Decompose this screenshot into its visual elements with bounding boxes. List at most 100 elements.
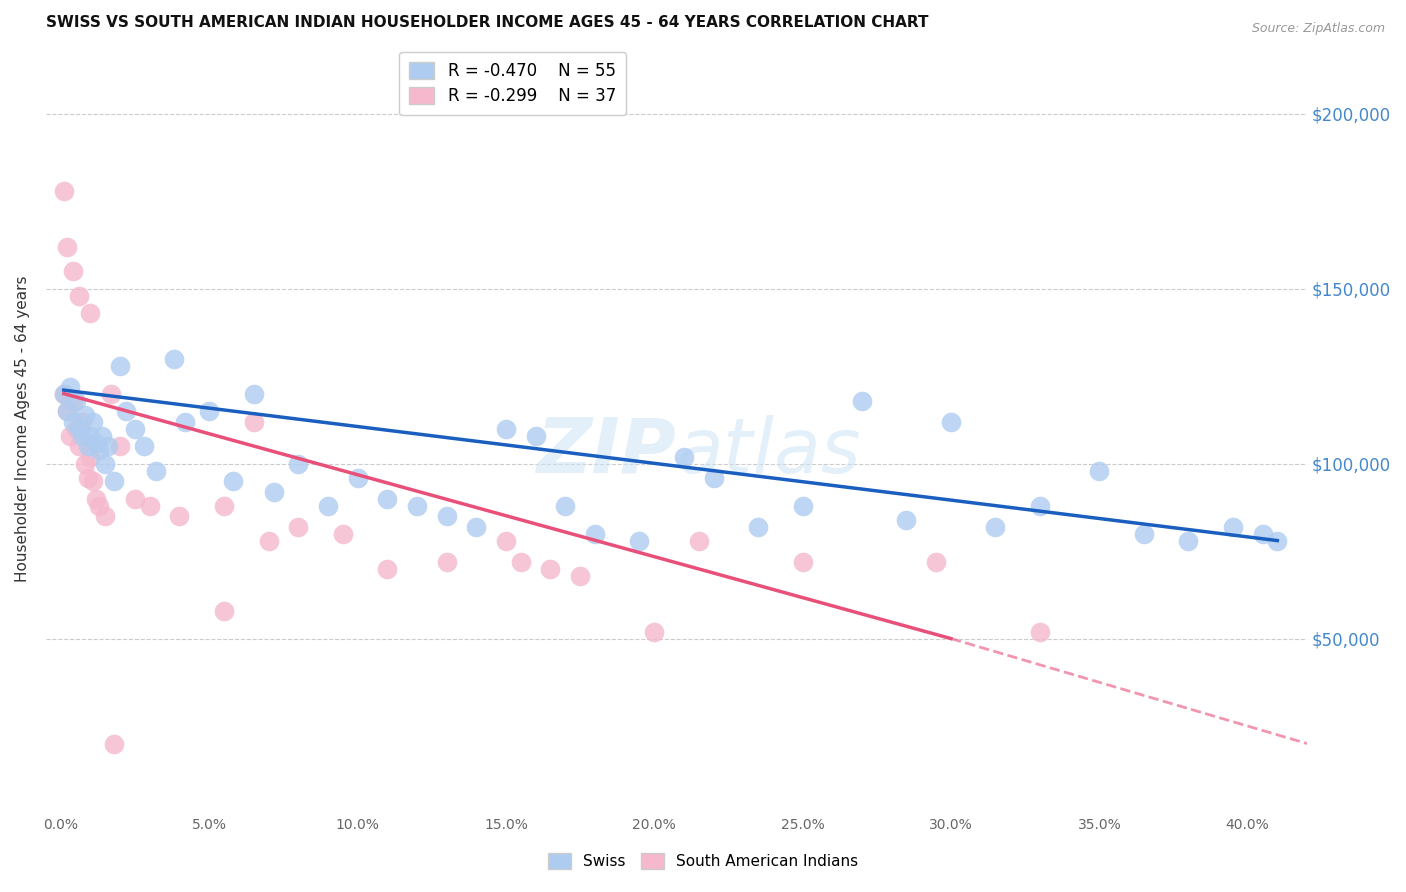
Point [1088,464,1111,478]
Point [212,499,235,513]
Point [672,450,695,464]
Point [436,509,458,524]
Point [375,491,398,506]
Point [62,415,84,429]
Point [52,386,75,401]
Point [628,533,651,548]
Point [169,509,191,524]
Point [70,415,93,429]
Point [91,428,114,442]
Point [108,359,131,373]
Point [52,386,75,401]
Point [89,442,111,457]
Point [73,408,96,422]
Point [115,404,138,418]
Point [174,415,197,429]
Point [316,499,339,513]
Point [896,512,918,526]
Point [792,499,814,513]
Point [73,457,96,471]
Point [509,555,531,569]
Point [495,533,517,548]
Point [82,415,104,429]
Point [524,428,547,442]
Point [145,464,167,478]
Point [79,428,101,442]
Point [103,737,125,751]
Point [100,386,122,401]
Point [405,499,427,513]
Point [939,415,962,429]
Point [79,450,101,464]
Point [1029,624,1052,639]
Point [1177,533,1199,548]
Point [643,624,665,639]
Point [86,435,108,450]
Point [67,288,90,302]
Point [332,526,354,541]
Point [465,519,488,533]
Point [97,439,120,453]
Text: ZIP: ZIP [537,415,676,489]
Point [747,519,769,533]
Point [538,561,561,575]
Point [569,568,592,582]
Point [1265,533,1288,548]
Point [703,470,725,484]
Point [132,439,155,453]
Point [1251,526,1274,541]
Point [263,484,285,499]
Text: atlas: atlas [676,415,860,489]
Point [62,264,84,278]
Point [257,533,280,548]
Point [94,509,117,524]
Point [76,439,98,453]
Point [89,499,111,513]
Point [124,491,146,506]
Point [55,404,77,418]
Point [82,474,104,488]
Point [67,421,90,435]
Point [55,239,77,253]
Point [212,603,235,617]
Point [124,421,146,435]
Legend: Swiss, South American Indians: Swiss, South American Indians [541,847,865,875]
Point [792,555,814,569]
Point [222,474,245,488]
Text: Source: ZipAtlas.com: Source: ZipAtlas.com [1251,22,1385,36]
Point [346,470,368,484]
Point [287,457,309,471]
Point [287,519,309,533]
Point [554,499,576,513]
Y-axis label: Householder Income Ages 45 - 64 years: Householder Income Ages 45 - 64 years [15,276,30,582]
Point [139,499,162,513]
Point [65,421,87,435]
Text: SWISS VS SOUTH AMERICAN INDIAN HOUSEHOLDER INCOME AGES 45 - 64 YEARS CORRELATION: SWISS VS SOUTH AMERICAN INDIAN HOUSEHOLD… [46,15,928,30]
Point [375,561,398,575]
Legend: R = -0.470    N = 55, R = -0.299    N = 37: R = -0.470 N = 55, R = -0.299 N = 37 [399,52,626,115]
Point [242,415,264,429]
Point [583,526,606,541]
Point [162,351,184,366]
Point [67,439,90,453]
Point [65,393,87,408]
Point [52,184,75,198]
Point [62,393,84,408]
Point [436,555,458,569]
Point [103,474,125,488]
Point [59,428,82,442]
Point [242,386,264,401]
Point [55,404,77,418]
Point [495,421,517,435]
Point [984,519,1007,533]
Point [851,393,873,408]
Point [108,439,131,453]
Point [94,457,117,471]
Point [79,306,101,320]
Point [70,428,93,442]
Point [1222,519,1244,533]
Point [59,379,82,393]
Point [1133,526,1156,541]
Point [86,491,108,506]
Point [688,533,710,548]
